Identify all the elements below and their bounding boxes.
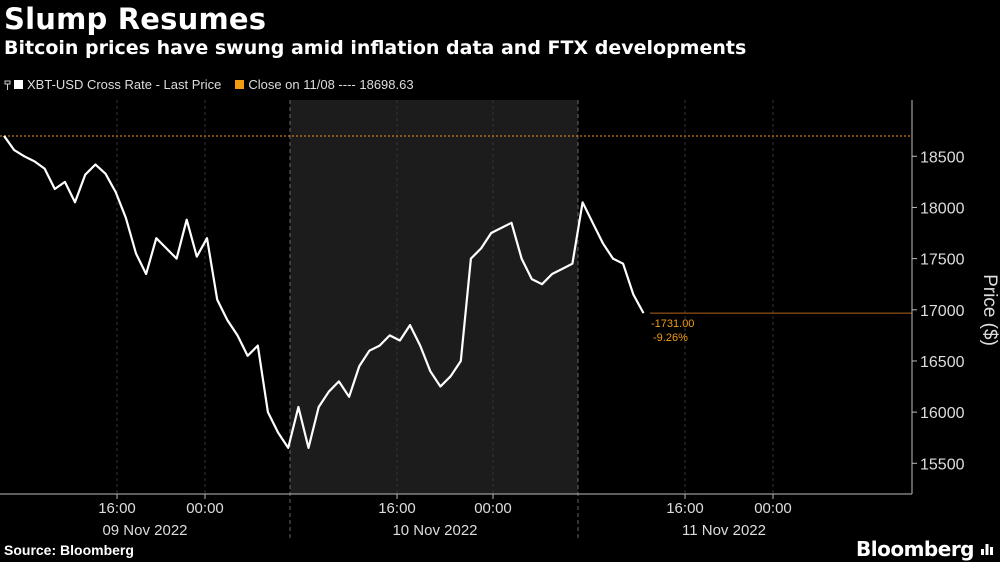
legend-label-price: XBT-USD Cross Rate - Last Price — [27, 77, 222, 92]
source-note: Source: Bloomberg — [4, 542, 134, 558]
chart-subtitle: Bitcoin prices have swung amid inflation… — [4, 37, 747, 59]
price-series-line — [3, 135, 645, 449]
y-tick-label: 18500 — [920, 149, 965, 166]
legend-swatch-close — [235, 80, 245, 89]
y-tick-label: 17500 — [920, 252, 965, 269]
y-tick-label: 16000 — [920, 405, 965, 422]
x-tick-label: 00:00 — [186, 500, 224, 517]
y-tick-label: 16500 — [920, 354, 965, 371]
shaded-day-region — [290, 100, 578, 494]
line-series-icon — [4, 80, 11, 90]
y-tick-label: 17000 — [920, 303, 965, 320]
x-date-label: 09 Nov 2022 — [102, 522, 187, 539]
x-tick-label: 16:00 — [666, 500, 704, 517]
bloomberg-chart-icon — [981, 544, 993, 555]
x-tick-label: 16:00 — [98, 500, 136, 517]
annotation-pct: -9.26% — [653, 332, 688, 344]
annotation-change: -1731.00 — [651, 318, 694, 330]
y-tick-label: 15500 — [920, 456, 965, 473]
legend-label-close: Close on 11/08 ---- 18698.63 — [248, 77, 414, 92]
x-tick-label: 00:00 — [754, 500, 792, 517]
y-axis-label: Price ($) — [979, 274, 1000, 346]
x-tick-label: 16:00 — [378, 500, 416, 517]
brand-logo: Bloomberg — [856, 537, 974, 561]
x-date-label: 10 Nov 2022 — [392, 522, 477, 539]
y-tick-label: 18000 — [920, 200, 965, 217]
chart-title: Slump Resumes — [4, 2, 267, 36]
legend: XBT-USD Cross Rate - Last Price Close on… — [4, 77, 414, 92]
x-tick-label: 00:00 — [474, 500, 512, 517]
legend-swatch-price — [14, 80, 23, 89]
x-date-label: 11 Nov 2022 — [682, 522, 766, 539]
